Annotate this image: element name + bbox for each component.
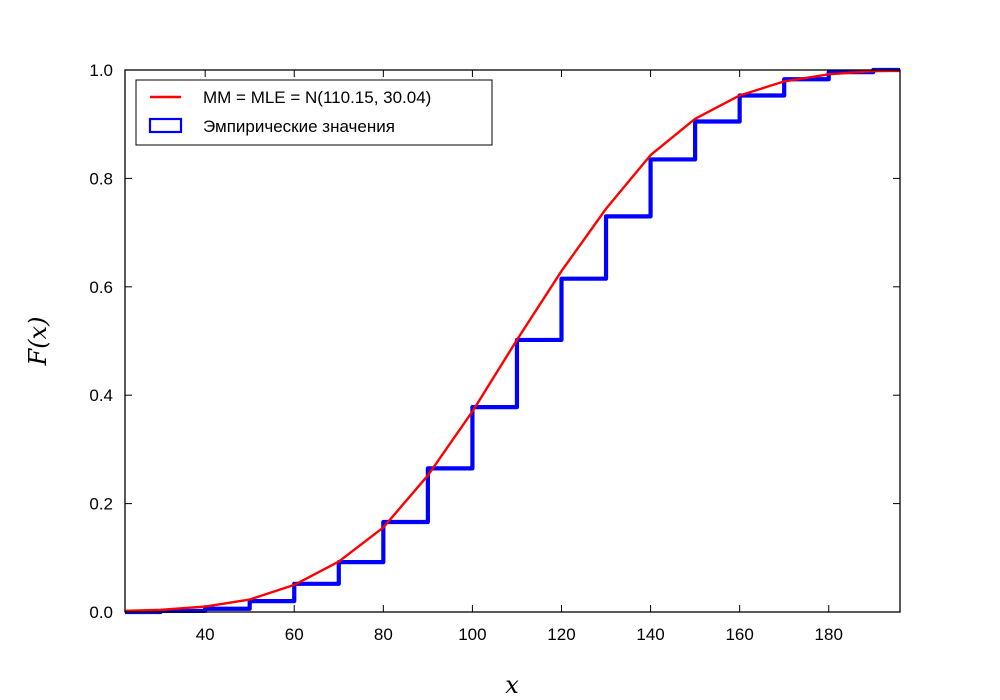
y-tick-label-0: 0.0 bbox=[89, 603, 113, 622]
tick-labels: 40 60 80 100 120 140 160 180 0.0 0.2 0.4 0.6 0.8 1.0 bbox=[89, 61, 843, 644]
series-empirical-step bbox=[125, 67, 900, 615]
legend: MM = MLE = N(110.15, 30.04) Эмпирические… bbox=[135, 79, 493, 146]
x-tick-label-4: 120 bbox=[547, 625, 575, 644]
x-axis-label: x bbox=[505, 671, 519, 699]
x-tick-label-5: 140 bbox=[636, 625, 664, 644]
legend-label-empirical: Эмпирические значения bbox=[203, 117, 395, 136]
y-tick-label-4: 0.8 bbox=[89, 169, 113, 188]
series-layer bbox=[124, 67, 901, 615]
y-tick-label-1: 0.2 bbox=[89, 495, 113, 514]
y-tick-label-2: 0.4 bbox=[89, 386, 113, 405]
x-tick-label-0: 40 bbox=[196, 625, 215, 644]
x-tick-label-7: 180 bbox=[815, 625, 843, 644]
series-normal-fit-line bbox=[124, 69, 901, 613]
y-tick-label-5: 1.0 bbox=[89, 61, 113, 80]
legend-label-fit: MM = MLE = N(110.15, 30.04) bbox=[203, 88, 431, 107]
y-axis-label: F(x) bbox=[24, 317, 52, 367]
x-tick-label-6: 160 bbox=[725, 625, 753, 644]
x-tick-label-1: 60 bbox=[285, 625, 304, 644]
legend-swatch-box bbox=[148, 117, 183, 134]
plot-frame bbox=[124, 69, 901, 613]
x-tick-label-2: 80 bbox=[374, 625, 393, 644]
x-tick-label-3: 100 bbox=[458, 625, 486, 644]
axis-ticks bbox=[125, 69, 900, 613]
y-tick-label-3: 0.6 bbox=[89, 278, 113, 297]
legend-box bbox=[135, 79, 493, 146]
